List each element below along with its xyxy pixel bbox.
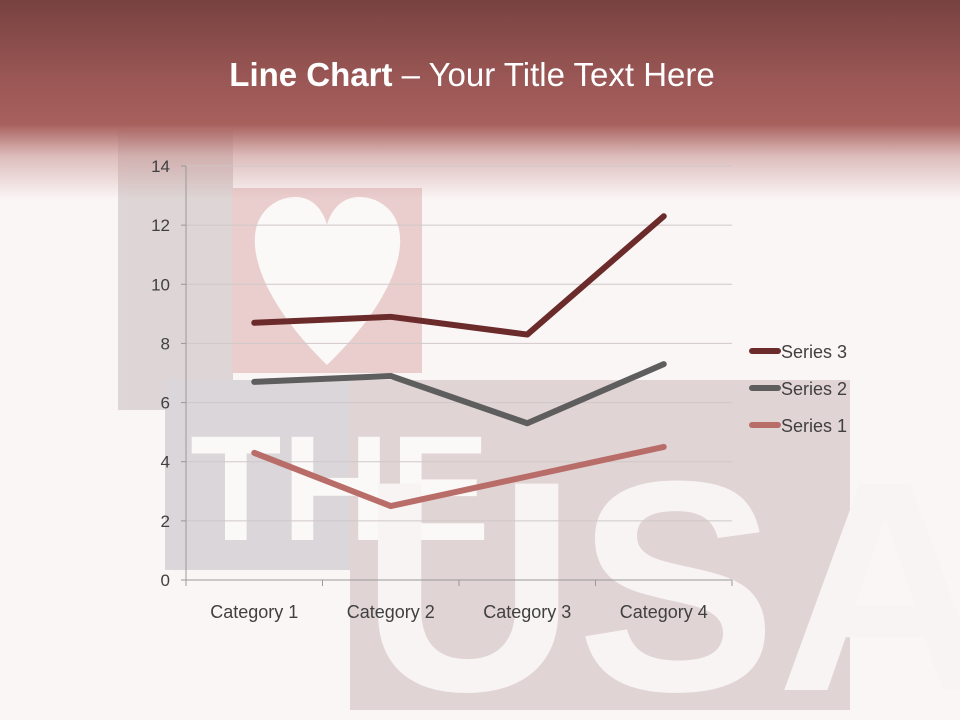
y-tick-label: 4: [161, 453, 170, 472]
y-tick-label: 14: [151, 157, 170, 176]
legend-label: Series 2: [781, 379, 847, 399]
y-tick-label: 8: [161, 334, 170, 353]
title-rest: – Your Title Text Here: [392, 56, 715, 93]
y-tick-label: 6: [161, 394, 170, 413]
series-line-2: [251, 361, 667, 427]
y-tick-label: 2: [161, 512, 170, 531]
series-line-3: [251, 213, 667, 338]
slide-title: Line Chart – Your Title Text Here: [0, 56, 944, 94]
series-line-1: [251, 443, 667, 510]
legend-label: Series 1: [781, 416, 847, 436]
legend-label: Series 3: [781, 342, 847, 362]
y-tick-label: 10: [151, 275, 170, 294]
x-tick-label: Category 4: [620, 602, 708, 622]
y-tick-label: 0: [161, 571, 170, 590]
title-bold: Line Chart: [229, 56, 393, 93]
x-tick-label: Category 2: [347, 602, 435, 622]
title-band: [0, 0, 960, 200]
y-tick-label: 12: [151, 216, 170, 235]
x-tick-label: Category 1: [210, 602, 298, 622]
svg-text:USA!: USA!: [360, 418, 960, 720]
x-tick-label: Category 3: [483, 602, 571, 622]
